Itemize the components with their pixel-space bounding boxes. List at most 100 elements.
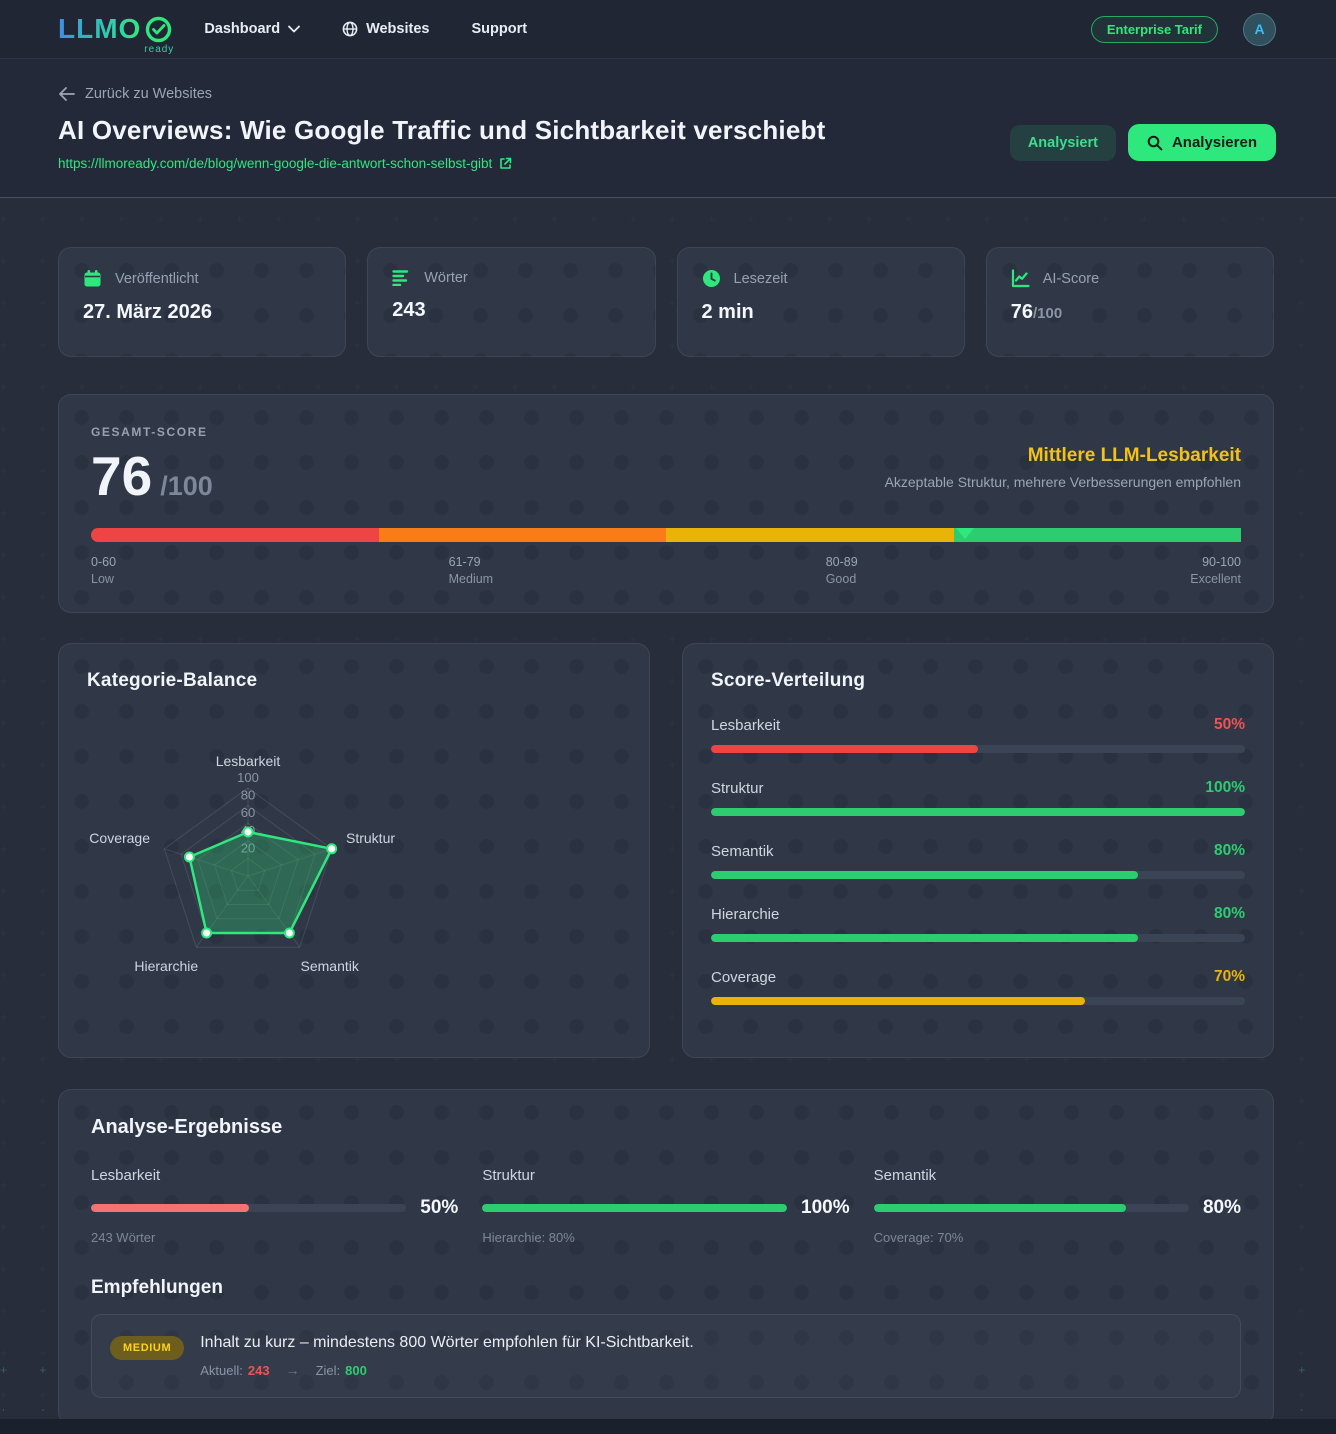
analyzed-button[interactable]: Analysiert	[1009, 124, 1116, 161]
chevron-down-icon	[288, 25, 300, 33]
result-column-struktur: Struktur 100% Hierarchie: 80%	[482, 1167, 850, 1245]
ai-score-max: /100	[1033, 305, 1063, 322]
scale-labels: 0-60 Low 61-79 Medium 80-89 Good 90-100 …	[91, 555, 1241, 586]
plan-badge[interactable]: Enterprise Tarif	[1090, 15, 1218, 43]
calendar-icon	[84, 270, 101, 287]
stat-label: Veröffentlicht	[115, 270, 199, 287]
progress-fill	[711, 871, 1139, 879]
progress-fill	[711, 808, 1245, 816]
stat-value-words: 243	[392, 299, 426, 321]
score-range-bar	[91, 528, 1241, 542]
scale-block-excellent: 90-100 Excellent	[1190, 555, 1241, 586]
stat-label: Lesezeit	[733, 270, 788, 287]
back-link-label: Zurück zu Websites	[85, 86, 213, 102]
svg-text:60: 60	[241, 805, 255, 820]
result-column-lesbarkeit: Lesbarkeit 50% 243 Wörter	[91, 1167, 459, 1245]
nav-links: Dashboard Websites Support	[204, 21, 1091, 37]
category-balance-panel: Kategorie-Balance 20406080100LesbarkeitS…	[58, 643, 650, 1058]
top-nav: LLMO ready Dashboard Websites Support En…	[0, 0, 1336, 59]
analysis-results-title: Analyse-Ergebnisse	[91, 1116, 283, 1138]
article-url: https://llmoready.com/de/blog/wenn-googl…	[58, 156, 493, 171]
rating-title: Mittlere LLM-Lesbarkeit	[1027, 445, 1241, 466]
recommendation-text: Inhalt zu kurz – mindestens 800 Wörter e…	[200, 1334, 694, 1351]
recommendations-title: Empfehlungen	[91, 1277, 223, 1298]
nav-item-dashboard[interactable]: Dashboard	[204, 21, 300, 37]
nav-websites-label: Websites	[366, 21, 430, 37]
stat-card-words: Wörter 243	[367, 247, 656, 357]
overall-score-value: 76	[91, 445, 153, 507]
current-label: Aktuell:	[200, 1362, 243, 1378]
recommendation-body: Inhalt zu kurz – mindestens 800 Wörter e…	[200, 1334, 694, 1378]
svg-text:Hierarchie: Hierarchie	[134, 958, 198, 974]
logo[interactable]: LLMO ready	[58, 13, 173, 56]
recommendation-meta: Aktuell: 243 → Ziel: 800	[200, 1362, 694, 1378]
arrow-right-icon: →	[285, 1362, 300, 1378]
page-header: Zurück zu Websites AI Overviews: Wie Goo…	[0, 59, 1336, 198]
distribution-row-struktur: Struktur 100%	[711, 779, 1245, 816]
overall-score-label: GESAMT-SCORE	[91, 425, 208, 439]
overall-score-block: GESAMT-SCORE 76 /100	[91, 425, 213, 504]
footer-strip	[0, 1419, 1336, 1434]
scale-block-good: 80-89 Good	[825, 555, 858, 586]
overall-score-card: GESAMT-SCORE 76 /100 Mittlere LLM-Lesbar…	[58, 394, 1274, 613]
globe-icon	[342, 21, 358, 37]
range-segment-good	[666, 528, 954, 542]
rating-subtitle: Akzeptable Struktur, mehrere Verbesserun…	[884, 474, 1241, 490]
scale-block-medium: 61-79 Medium	[448, 555, 494, 586]
svg-text:80: 80	[241, 788, 255, 803]
back-link[interactable]: Zurück zu Websites	[58, 86, 212, 102]
nav-item-support[interactable]: Support	[471, 21, 527, 37]
stat-card-ai-score: AI-Score 76/100	[985, 247, 1274, 357]
search-icon	[1147, 135, 1163, 150]
progress-fill	[873, 1204, 1126, 1212]
logo-check-icon	[146, 16, 172, 42]
radar-chart: 20406080100LesbarkeitStrukturSemantikHie…	[73, 708, 621, 1031]
stat-label: AI-Score	[1042, 270, 1100, 287]
progress-fill	[711, 745, 978, 753]
overall-score-max: /100	[160, 471, 213, 501]
ai-score-number: 76	[1010, 301, 1033, 323]
distribution-row-coverage: Coverage 70%	[711, 968, 1245, 1005]
svg-text:Coverage: Coverage	[89, 830, 150, 846]
score-distribution-title: Score-Verteilung	[711, 670, 866, 691]
header-actions: Analysiert Analysieren	[1009, 114, 1276, 171]
target-label: Ziel:	[315, 1362, 341, 1378]
radar-chart-svg: 20406080100LesbarkeitStrukturSemantikHie…	[89, 753, 395, 974]
svg-text:20: 20	[241, 840, 255, 855]
header-left: Zurück zu Websites AI Overviews: Wie Goo…	[58, 86, 825, 171]
svg-text:Struktur: Struktur	[346, 830, 395, 846]
analyze-button-label: Analysieren	[1171, 134, 1257, 151]
arrow-left-icon	[59, 87, 75, 101]
result-columns: Lesbarkeit 50% 243 Wörter Struktur 100% …	[91, 1167, 1241, 1245]
external-link-icon	[500, 157, 512, 169]
article-url-link[interactable]: https://llmoready.com/de/blog/wenn-googl…	[58, 156, 512, 171]
current-value: 243	[247, 1362, 270, 1378]
analysis-results-card: Analyse-Ergebnisse Lesbarkeit 50% 243 Wö…	[58, 1089, 1274, 1425]
stat-card-readtime: Lesezeit 2 min	[676, 247, 965, 357]
progress-fill	[711, 997, 1085, 1005]
recommendation-item: MEDIUM Inhalt zu kurz – mindestens 800 W…	[91, 1314, 1241, 1398]
page-title: AI Overviews: Wie Google Traffic und Sic…	[58, 115, 826, 145]
rating-block: Mittlere LLM-Lesbarkeit Akzeptable Struk…	[885, 445, 1241, 504]
stat-label: Wörter	[424, 269, 468, 286]
svg-text:Lesbarkeit: Lesbarkeit	[216, 753, 281, 769]
panel-row: Kategorie-Balance 20406080100LesbarkeitS…	[58, 643, 1274, 1058]
result-column-semantik: Semantik 80% Coverage: 70%	[873, 1167, 1241, 1245]
logo-text: LLMO	[58, 13, 142, 44]
score-distribution-panel: Score-Verteilung Lesbarkeit 50% Struktur…	[682, 643, 1274, 1058]
svg-text:Semantik: Semantik	[301, 958, 360, 974]
avatar[interactable]: A	[1243, 12, 1276, 46]
distribution-row-semantik: Semantik 80%	[711, 842, 1245, 879]
main-content: + + + + + + + + + + + + + + + + + + + + …	[0, 198, 1336, 1425]
nav-dashboard-label: Dashboard	[204, 21, 281, 37]
progress-fill	[711, 934, 1139, 942]
analyze-button[interactable]: Analysieren	[1127, 124, 1276, 161]
nav-support-label: Support	[471, 21, 528, 37]
nav-item-websites[interactable]: Websites	[342, 21, 429, 37]
progress-fill	[91, 1204, 249, 1212]
stat-value-readtime: 2 min	[701, 301, 754, 323]
target-value: 800	[345, 1362, 367, 1378]
stat-card-published: Veröffentlicht 27. März 2026	[58, 247, 347, 357]
range-segment-excellent	[953, 528, 1241, 542]
stat-value-ai-score: 76/100	[1011, 301, 1249, 324]
